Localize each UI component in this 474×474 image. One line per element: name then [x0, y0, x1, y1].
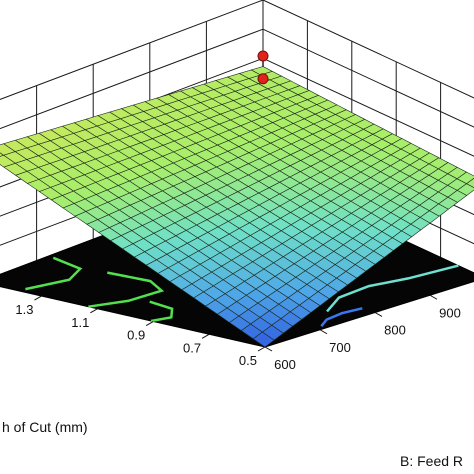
x-tick-label: 700: [329, 340, 351, 355]
y-axis-title: h of Cut (mm): [2, 419, 88, 435]
y-tick-label: 0.9: [127, 328, 145, 343]
right-wall-hgrid: [262, 0, 474, 99]
y-tick-label: 0.7: [183, 340, 201, 355]
y-tick-mark: [34, 295, 42, 301]
contour-line: [149, 300, 174, 323]
design-points: [257, 50, 269, 85]
right-wall-hgrid: [262, 57, 474, 157]
y-tick-label: 1.1: [71, 315, 89, 330]
y-tick-mark: [90, 308, 98, 314]
contour-line: [88, 271, 165, 308]
y-tick-mark: [145, 321, 154, 326]
x-tick-label: 600: [274, 357, 296, 372]
surface-cell: [252, 331, 275, 348]
y-tick-mark: [257, 346, 266, 352]
design-point-upper: [257, 50, 269, 62]
y-tick-label: 0.5: [239, 353, 257, 368]
x-tick-mark: [319, 329, 328, 335]
y-tick-label: 1.3: [15, 302, 33, 317]
contour-line: [25, 256, 83, 291]
left-wall-hgrid: [0, 0, 264, 100]
right-wall-hgrid: [262, 28, 474, 128]
x-tick-mark: [429, 294, 438, 300]
y-tick-mark: [201, 333, 210, 339]
x-tick-label: 900: [439, 305, 461, 320]
x-tick-mark: [374, 312, 383, 317]
response-surface-mesh: [0, 66, 474, 348]
contour-line: [320, 307, 363, 327]
x-tick-label: 800: [384, 323, 406, 338]
x-axis-title: B: Feed R: [400, 453, 463, 469]
x-tick-mark: [264, 346, 273, 352]
axis-labels: B: Feed R h of Cut (mm): [2, 419, 463, 469]
axis-ticks: 6007008009001000.50.70.91.11.3: [15, 294, 461, 372]
left-wall-hgrid: [0, 28, 264, 130]
contour-line: [326, 264, 459, 313]
design-point-lower: [257, 73, 269, 85]
